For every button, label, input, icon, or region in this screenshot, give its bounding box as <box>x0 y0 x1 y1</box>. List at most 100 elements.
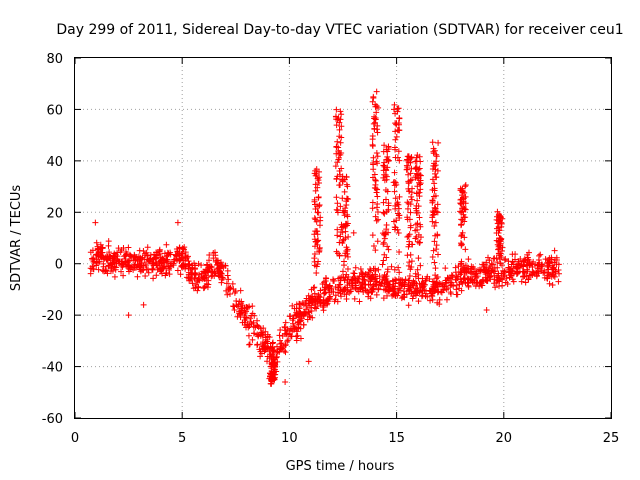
data-point <box>489 261 496 268</box>
data-point <box>405 243 412 250</box>
data-point <box>432 282 439 289</box>
data-point <box>186 261 193 268</box>
data-point <box>462 182 469 189</box>
data-point <box>231 289 238 296</box>
data-point <box>268 376 275 383</box>
data-point <box>174 267 181 274</box>
data-point <box>166 271 173 278</box>
data-point <box>284 338 291 345</box>
data-point <box>297 301 304 308</box>
data-point <box>335 147 342 154</box>
data-point <box>334 200 341 207</box>
data-point <box>372 273 379 280</box>
data-point <box>461 214 468 221</box>
data-point <box>373 88 380 95</box>
data-point <box>259 340 266 347</box>
data-point <box>500 273 507 280</box>
data-point <box>140 301 147 308</box>
data-point <box>314 228 321 235</box>
data-point <box>333 176 340 183</box>
data-point <box>556 270 563 277</box>
data-point <box>422 290 429 297</box>
data-point <box>374 129 381 136</box>
data-point <box>364 288 371 295</box>
data-point <box>176 252 183 259</box>
data-point <box>254 341 261 348</box>
x-tick-label: 20 <box>496 431 513 446</box>
data-point <box>340 274 347 281</box>
data-point <box>530 269 537 276</box>
data-point <box>385 157 392 164</box>
data-point <box>120 272 127 279</box>
data-point <box>118 262 125 269</box>
data-point <box>142 262 149 269</box>
data-point <box>428 290 435 297</box>
data-point <box>383 254 390 261</box>
data-point <box>89 265 96 272</box>
data-point <box>316 299 323 306</box>
data-point <box>381 142 388 149</box>
data-point <box>457 200 464 207</box>
axis-ticks: 0 5 10 15 20 25 -60 -40 -20 0 20 40 60 80 <box>42 52 620 446</box>
data-point <box>106 252 113 259</box>
data-point <box>294 332 301 339</box>
data-point <box>335 156 342 163</box>
data-point <box>432 219 439 226</box>
data-point <box>404 252 411 259</box>
data-point <box>416 214 423 221</box>
data-point <box>312 172 319 179</box>
data-point <box>312 295 319 302</box>
data-point <box>430 209 437 216</box>
data-point <box>380 199 387 206</box>
data-point <box>309 297 316 304</box>
data-point <box>343 271 350 278</box>
data-point <box>95 246 102 253</box>
data-point <box>153 262 160 269</box>
data-point <box>393 133 400 140</box>
data-point <box>352 264 359 271</box>
data-point <box>245 332 252 339</box>
data-point <box>493 274 500 281</box>
data-point <box>337 281 344 288</box>
data-point <box>465 280 472 287</box>
data-point <box>311 231 318 238</box>
data-point <box>381 279 388 286</box>
data-point <box>549 281 556 288</box>
data-point <box>246 341 253 348</box>
plot-frame <box>74 57 612 419</box>
data-point <box>499 267 506 274</box>
data-point <box>111 273 118 280</box>
data-point <box>311 304 318 311</box>
data-point <box>375 216 382 223</box>
data-point <box>311 251 318 258</box>
data-point <box>415 166 422 173</box>
data-point <box>469 276 476 283</box>
data-point <box>333 113 340 120</box>
data-point <box>142 272 149 279</box>
data-point <box>375 285 382 292</box>
data-point <box>391 178 398 185</box>
data-point <box>176 244 183 251</box>
data-point <box>536 261 543 268</box>
data-point <box>555 278 562 285</box>
data-point <box>434 167 441 174</box>
data-point <box>431 223 438 230</box>
data-point <box>336 119 343 126</box>
y-tick-label: 60 <box>46 103 63 118</box>
data-point <box>461 189 468 196</box>
data-point <box>465 283 472 290</box>
data-point <box>145 269 152 276</box>
data-point <box>415 255 422 262</box>
data-point <box>414 197 421 204</box>
data-point <box>523 273 530 280</box>
data-point <box>193 281 200 288</box>
data-point <box>550 264 557 271</box>
data-point <box>342 252 349 259</box>
data-point <box>122 258 129 265</box>
data-point <box>396 157 403 164</box>
data-point <box>319 280 326 287</box>
data-point <box>435 139 442 146</box>
data-point <box>262 328 269 335</box>
data-point <box>419 292 426 299</box>
data-point <box>308 307 315 314</box>
